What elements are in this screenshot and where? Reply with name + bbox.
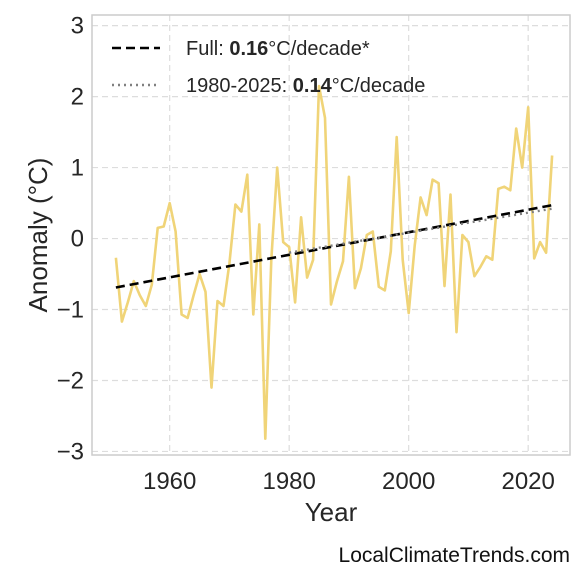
- credit-text: LocalClimateTrends.com: [338, 544, 570, 567]
- x-tick-label: 2000: [382, 468, 435, 495]
- x-tick-label: 2020: [501, 468, 554, 495]
- legend-trend-value: 0.16: [229, 38, 268, 60]
- plot-frame: [91, 14, 571, 456]
- anomaly-series-line: [114, 84, 554, 441]
- y-tick-label: 2: [71, 84, 84, 111]
- x-tick-label: 1980: [262, 468, 315, 495]
- grid: [92, 15, 570, 455]
- tick-labels: 1960 1980 2000 2020 −3 −2 −1 0 1 2 3: [57, 13, 555, 495]
- y-tick-label: 1: [71, 155, 84, 182]
- series-layer: [114, 84, 554, 441]
- legend-trend-value: 0.14: [293, 75, 333, 97]
- legend-suffix: °C/decade*: [268, 38, 370, 60]
- recent-trend-line: [289, 207, 553, 254]
- y-tick-label: −3: [57, 438, 84, 465]
- y-tick-label: −2: [57, 367, 84, 394]
- legend-entry: 1980-2025: 0.14°C/decade: [186, 75, 425, 97]
- x-tick-label: 1960: [143, 468, 196, 495]
- legend-prefix: 1980-2025:: [186, 75, 293, 97]
- full-trend-line: [115, 203, 553, 289]
- legend-suffix: °C/decade: [332, 75, 426, 97]
- legend: Full: 0.16°C/decade*1980-2025: 0.14°C/de…: [112, 38, 425, 97]
- y-tick-label: 3: [71, 13, 84, 40]
- y-axis-label: Anomaly (°C): [23, 158, 53, 313]
- y-tick-label: 0: [71, 226, 84, 253]
- legend-entry: Full: 0.16°C/decade*: [186, 38, 370, 60]
- x-axis-label: Year: [305, 497, 358, 527]
- legend-prefix: Full:: [186, 38, 229, 60]
- y-tick-label: −1: [57, 297, 84, 324]
